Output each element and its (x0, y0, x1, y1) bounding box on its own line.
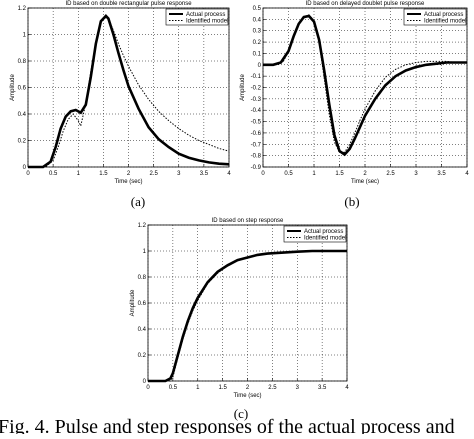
y-tick-label: 0.2 (138, 353, 147, 359)
x-tick-label: 2.5 (268, 385, 277, 391)
x-tick-label: 2.5 (386, 171, 395, 177)
x-tick-label: 4 (465, 171, 469, 177)
x-tick-label: 0 (146, 385, 150, 391)
x-tick-label: 0.5 (284, 171, 293, 177)
y-tick-label: 0 (23, 165, 27, 171)
x-tick-label: 2 (246, 385, 250, 391)
y-tick-label: -0.5 (251, 120, 262, 126)
y-tick-label: 0.2 (18, 139, 27, 145)
x-tick-label: 2 (363, 171, 367, 177)
y-tick-label: -0.3 (251, 97, 262, 103)
y-tick-label: -0.6 (251, 131, 262, 137)
series-actual-process (148, 249, 347, 383)
chart-c: 0 0.5 1 1.5 2 2.5 3 3.5 4 0 0.2 0.4 0.6 0.8 1 1.2 ID bas… (130, 218, 349, 421)
x-tick-label: 3 (296, 385, 300, 391)
grid (262, 7, 468, 168)
x-axis-label: Time (sec) (114, 179, 142, 185)
chart-a: 0 0.5 1 1.5 2 2.5 3 3.5 4 0 0.2 0.4 0.6 0.8 1 1.2 ID bas… (10, 1, 231, 209)
x-axis-label: Time (sec) (351, 179, 379, 185)
y-tick-label: 1.2 (138, 223, 147, 229)
y-tick-label: -0.8 (251, 154, 262, 160)
x-tick-label: 3 (414, 171, 418, 177)
y-tick-label: 0.4 (253, 17, 262, 23)
legend-entry: Actual process (424, 12, 463, 18)
x-tick-label: 1.5 (218, 385, 227, 391)
y-tick-label: -0.7 (251, 142, 262, 148)
x-tick-label: 0.5 (169, 385, 178, 391)
y-tick-label: 0.6 (18, 86, 27, 92)
y-tick-label: 0.2 (253, 40, 262, 46)
legend-entry: Identified model (424, 19, 466, 25)
y-tick-label: 0.4 (18, 112, 27, 118)
x-tick-label: 2 (127, 171, 131, 177)
y-tick-label: 0.4 (138, 327, 147, 333)
y-tick-label: 0.1 (253, 51, 262, 57)
x-tick-label: 4 (345, 385, 349, 391)
x-tick-label: 0 (26, 171, 30, 177)
y-axis-label: Amplitude (10, 74, 16, 101)
x-axis-label: Time (sec) (233, 393, 261, 399)
y-tick-label: 0 (143, 379, 147, 385)
subfigure-caption: (a) (131, 194, 145, 209)
y-tick-label: 0.3 (253, 29, 262, 35)
y-tick-label: 0.8 (18, 59, 27, 65)
x-tick-label: 1.5 (99, 171, 108, 177)
legend-entry: Identified model (186, 19, 228, 25)
chart-title: ID based on double rectangular pulse res… (65, 1, 192, 7)
x-tick-label: 1 (77, 171, 81, 177)
x-tick-label: 3.5 (437, 171, 446, 177)
legend-entry: Actual process (186, 12, 225, 18)
y-tick-label: -0.2 (251, 86, 262, 92)
chart-title: ID based on step response (212, 218, 284, 224)
x-tick-label: 1.5 (335, 171, 344, 177)
y-tick-label: -0.9 (251, 165, 262, 171)
x-tick-label: 3 (177, 171, 181, 177)
x-tick-label: 0 (261, 171, 265, 177)
y-tick-label: 0.8 (138, 275, 147, 281)
y-tick-label: 1.2 (18, 6, 27, 12)
legend-entry: Identified model (304, 236, 346, 242)
y-axis-label: Amplitude (130, 289, 136, 316)
y-tick-label: 0.5 (253, 6, 262, 12)
subfigure-caption: (c) (234, 406, 248, 421)
y-axis-label: Amplitude (240, 74, 246, 101)
y-tick-label: 1 (23, 33, 27, 39)
x-tick-label: 1 (196, 385, 200, 391)
x-tick-label: 3.5 (318, 385, 327, 391)
x-tick-label: 3.5 (200, 171, 209, 177)
chart-b: 0 0.5 1 1.5 2 2.5 3 3.5 4 -0.9 -0.8 -0.7 -0.6 -0.5 -0.… (240, 1, 469, 209)
series-identified-model (148, 250, 347, 382)
x-tick-label: 1 (312, 171, 316, 177)
subfigure-caption: (b) (344, 194, 359, 209)
chart-title: ID based on delayed doublet pulse respon… (306, 1, 425, 7)
series-identified-model (28, 16, 230, 168)
series-actual-process (263, 14, 467, 157)
x-tick-label: 4 (227, 171, 231, 177)
x-tick-label: 0.5 (49, 171, 58, 177)
y-tick-label: 0.6 (138, 301, 147, 307)
legend-entry: Actual process (304, 229, 343, 235)
y-tick-label: 1 (143, 249, 147, 255)
y-tick-label: -0.1 (251, 74, 262, 80)
series-identified-model (263, 14, 467, 153)
figure-caption: Fig. 4. Pulse and step responses of the … (0, 416, 455, 434)
x-tick-label: 2.5 (149, 171, 158, 177)
y-tick-label: -0.4 (251, 108, 262, 114)
y-tick-label: 0 (258, 63, 262, 69)
